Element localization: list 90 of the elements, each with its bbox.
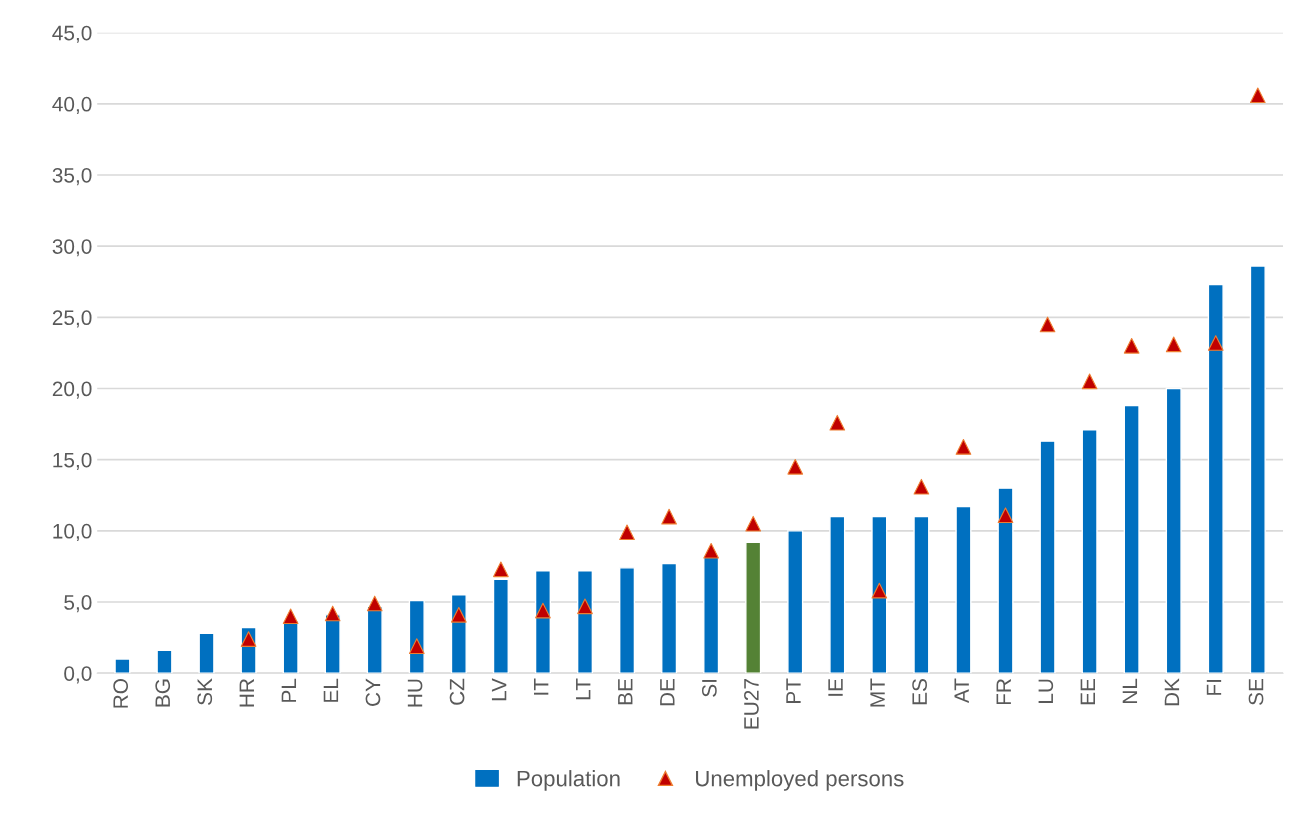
x-tick-label: LU [1038,679,1054,703]
y-tick-label: 40,0 [52,96,92,115]
y-tick-label: 20,0 [52,381,92,399]
x-tick-label: LT [576,678,591,700]
point [451,606,467,623]
bar [871,515,888,674]
point [871,582,888,599]
point [745,515,762,532]
bar [829,515,846,674]
x-tick-label: PT [786,678,801,703]
bar [1039,440,1056,674]
point [1123,337,1140,354]
point [493,561,509,578]
y-tick-label: 5,0 [64,595,92,613]
x-tick-label: EU27 [744,679,759,729]
y-tick-label: 35,0 [52,167,92,186]
point [408,638,425,654]
x-tick-label: EE [1080,678,1095,705]
x-tick-label: RO [113,679,129,708]
x-tick-label: ES [912,679,927,705]
point [577,598,593,615]
y-tick-label: 25,0 [52,310,92,328]
point [240,631,257,647]
point [619,524,635,541]
bar [114,658,131,674]
point [1039,316,1056,333]
bar [1081,429,1098,674]
x-tick-label: HU [407,679,423,707]
point [661,508,677,525]
bar [661,562,678,674]
x-tick-label: HR [239,679,254,707]
point [1249,87,1266,104]
point [703,542,719,559]
x-tick-label: CZ [449,678,465,705]
point [535,602,551,619]
point [913,478,930,495]
bar [913,515,930,674]
bar [1249,265,1266,674]
x-tick-label: AT [954,678,969,704]
bar [618,567,636,674]
bar [156,649,173,674]
y-tick-label: 45,0 [52,25,92,43]
legend-label: Unemployed persons [696,770,904,791]
bar [534,570,551,674]
point [1081,373,1098,390]
bar [576,570,594,674]
x-tick-label: SK [197,678,213,705]
x-tick-label: DE [660,678,675,706]
x-tick-label: SI [701,679,717,697]
point [787,458,804,475]
x-tick-label: SE [1248,678,1264,705]
point [366,595,383,612]
bar [955,505,972,674]
bar [198,632,215,674]
x-tick-label: LV [491,678,507,701]
bar [787,530,804,674]
y-tick-label: 0,0 [64,666,92,684]
x-tick-label: IT [534,678,549,695]
x-tick-label: BG [155,679,171,707]
x-tick-label: EL [323,678,339,702]
point [997,507,1014,524]
point [829,414,846,431]
x-tick-label: BE [618,678,633,705]
y-tick-label: 30,0 [52,239,92,257]
x-tick-label: CY [365,678,381,706]
legend-label: Population [517,770,620,791]
y-tick-label: 15,0 [53,452,92,470]
x-tick-label: MT [870,678,885,707]
point [282,608,299,625]
x-tick-label: FR [996,679,1011,705]
y-tick-label: 10,0 [53,523,92,542]
point [1165,336,1182,353]
x-tick-label: FI [1206,679,1222,695]
bar [745,541,762,674]
bar [366,605,383,674]
bar [492,578,509,674]
x-tick-label: NL [1122,678,1138,703]
bar [703,555,720,674]
bar [1207,283,1224,674]
bar [324,614,341,674]
x-tick-label: PL [281,678,297,702]
bar [1123,404,1140,674]
point [1207,335,1224,351]
x-tick-label: IE [828,678,843,696]
bar [282,619,299,674]
bar [1165,387,1182,674]
bar [997,487,1014,674]
x-tick-label: DK [1164,678,1180,706]
point [955,439,972,455]
point [324,605,341,622]
